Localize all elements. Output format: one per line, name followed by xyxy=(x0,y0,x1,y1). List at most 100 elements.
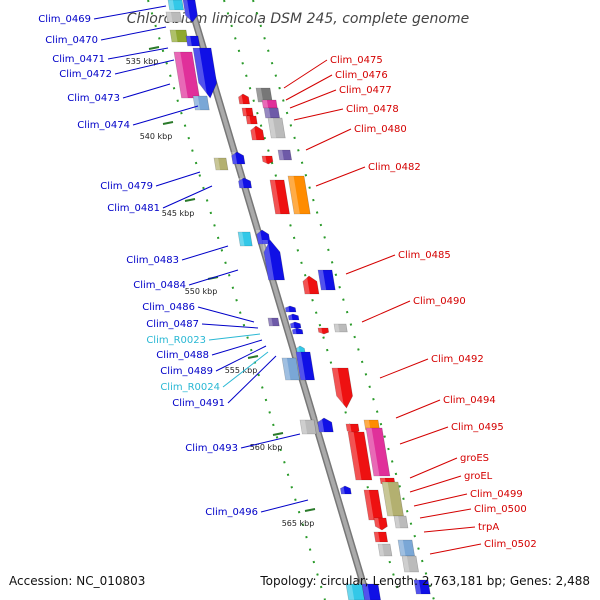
gene-block xyxy=(269,179,290,215)
gene-block xyxy=(373,531,388,543)
gene-block xyxy=(185,35,200,47)
gene-arrow xyxy=(255,229,271,245)
gene-block xyxy=(169,29,189,43)
accession-text: Accession: NC_010803 xyxy=(9,574,146,588)
kbp-ticks: 535 kbp 540 kbp 545 kbp 550 kbp 555 kbp 560 k… xyxy=(126,46,316,528)
genome-info-text: Topology: circular; Length: 2,763,181 bp… xyxy=(260,574,590,588)
gene-block xyxy=(267,317,280,327)
gene-arrow xyxy=(373,517,388,531)
gene-label: Clim_0471 xyxy=(52,54,105,65)
gene-label: trpA xyxy=(478,522,499,533)
tick-label: 555 kbp xyxy=(225,366,258,375)
gene-arrow xyxy=(291,327,304,335)
tick-label: 565 kbp xyxy=(282,519,315,528)
gene-block xyxy=(347,431,373,481)
map-title: Chlorobium limicola DSM 245, complete ge… xyxy=(127,11,470,27)
gene-block xyxy=(263,107,280,119)
gene-label: Clim_0500 xyxy=(474,504,527,515)
gene-label: Clim_R0023 xyxy=(146,335,206,346)
leader-line xyxy=(395,399,441,419)
leader-line xyxy=(100,26,167,41)
gene-label: Clim_0496 xyxy=(205,507,258,518)
gene-block xyxy=(299,419,317,435)
gene-label: Clim_0499 xyxy=(470,489,523,500)
gene-label: Clim_0494 xyxy=(443,395,496,406)
gene-block xyxy=(237,231,253,247)
gene-block xyxy=(213,157,229,171)
leader-line xyxy=(399,426,449,445)
leader-line xyxy=(429,543,482,555)
gene-block xyxy=(365,427,391,477)
tick-label: 550 kbp xyxy=(185,287,218,296)
gene-label: Clim_0479 xyxy=(100,181,153,192)
gene-label: Clim_0489 xyxy=(160,366,213,377)
gene-features xyxy=(165,0,431,600)
gene-arrow xyxy=(284,305,297,313)
gene-block xyxy=(267,117,286,139)
gene-block xyxy=(393,515,409,529)
leader-line xyxy=(413,493,468,507)
gene-arrow xyxy=(302,275,320,295)
gene-label: Clim_0493 xyxy=(185,443,238,454)
leader-line xyxy=(181,245,229,261)
tick-mark xyxy=(272,432,284,436)
gene-arrow xyxy=(331,367,353,409)
gene-block xyxy=(261,99,278,109)
leader-line xyxy=(419,508,472,519)
tick-mark xyxy=(148,46,160,50)
leader-line xyxy=(215,345,267,372)
gene-arrow xyxy=(238,177,252,189)
gene-arrow xyxy=(317,417,334,433)
gene-label: Clim_0483 xyxy=(126,255,179,266)
gene-label: Clim_0486 xyxy=(142,302,195,313)
gene-label: Clim_0502 xyxy=(484,539,537,550)
leader-line xyxy=(293,108,344,121)
gene-arrow xyxy=(317,327,330,335)
gene-block xyxy=(192,95,210,111)
gene-block xyxy=(333,323,348,333)
leader-line xyxy=(240,433,301,449)
gene-label: Clim_R0024 xyxy=(160,382,220,393)
leader-line xyxy=(114,59,175,75)
gene-label: Clim_0470 xyxy=(45,35,98,46)
leader-line xyxy=(162,185,213,209)
tick-mark xyxy=(304,508,316,512)
leader-line xyxy=(283,59,328,89)
leader-line xyxy=(361,300,411,323)
tick-label: 535 kbp xyxy=(126,57,159,66)
label-leader-lines xyxy=(93,5,482,555)
gene-block xyxy=(413,579,431,595)
leader-line xyxy=(188,269,239,286)
leader-line xyxy=(260,499,309,513)
gene-block xyxy=(287,175,311,215)
gene-block xyxy=(245,115,258,125)
gene-arrow xyxy=(262,239,285,281)
gene-arrow xyxy=(238,93,250,105)
gene-block xyxy=(173,51,200,99)
gene-label: Clim_0472 xyxy=(59,69,112,80)
gene-arrow xyxy=(231,151,246,165)
gene-block xyxy=(377,543,393,557)
gene-block xyxy=(345,583,365,600)
gene-arrow xyxy=(192,47,218,99)
gene-label: Clim_0490 xyxy=(413,296,466,307)
leader-line xyxy=(211,339,263,356)
leader-line xyxy=(201,323,259,329)
tick-label: 560 kbp xyxy=(250,443,283,452)
gene-arrow xyxy=(287,313,300,321)
gene-block xyxy=(317,269,336,291)
gene-label: Clim_0476 xyxy=(335,70,388,81)
gene-labels: Clim_0469 Clim_0470 Clim_0471 Clim_0472 Clim… xyxy=(38,14,536,550)
gene-arrow xyxy=(340,485,352,495)
gene-arrow xyxy=(250,125,265,141)
gene-label: Clim_0484 xyxy=(133,280,186,291)
gene-block xyxy=(295,351,315,381)
guide-tracks xyxy=(147,0,435,600)
leader-line xyxy=(132,105,199,126)
leader-line xyxy=(423,526,476,533)
gene-label: Clim_0481 xyxy=(107,203,160,214)
gene-label: Clim_0474 xyxy=(77,120,130,131)
gene-block xyxy=(165,11,182,23)
gene-arrow xyxy=(261,155,274,165)
